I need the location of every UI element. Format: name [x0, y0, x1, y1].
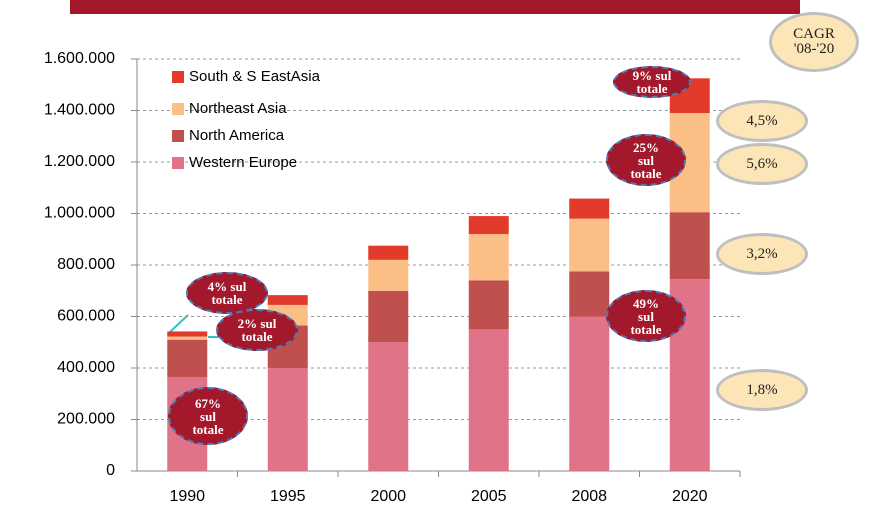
bar-segment [368, 290, 409, 343]
y-tick-label: 1.600.000 [44, 50, 115, 67]
y-tick-label: 600.000 [57, 308, 115, 325]
bar-segment [167, 336, 208, 340]
annotation-text: 3,2% [746, 245, 778, 262]
bar-segment [569, 316, 610, 471]
annotation-text: CAGR '08-'20 [793, 26, 835, 57]
x-tick-label: 2020 [672, 488, 708, 505]
annotation: 4,5% [716, 100, 808, 142]
annotation-text: 9% sul totale [632, 68, 672, 96]
y-tick-label: 1.400.000 [44, 102, 115, 119]
annotation: 3,2% [716, 233, 808, 275]
bar-segment [569, 218, 610, 272]
x-tick-label: 2005 [471, 488, 507, 505]
y-tick-label: 1.200.000 [44, 153, 115, 170]
y-tick-label: 0 [106, 462, 115, 479]
bar-segment [468, 329, 509, 471]
y-tick-label: 1.000.000 [44, 205, 115, 222]
legend-label: Northeast Asia [189, 100, 287, 117]
annotation: 67% sul totale [168, 387, 248, 445]
annotation: 5,6% [716, 143, 808, 185]
bar-segment [468, 234, 509, 281]
annotation-text: 49% sul totale [630, 295, 662, 337]
x-tick-label: 1995 [270, 488, 306, 505]
bar-segment [167, 339, 208, 378]
bar-segment [569, 198, 610, 219]
annotation-text: 4,5% [746, 112, 778, 129]
bar-segment [368, 245, 409, 260]
legend-label: South & S EastAsia [189, 68, 321, 85]
bar-segment [167, 331, 208, 337]
legend-label: North America [189, 127, 285, 144]
annotation-text: 2% sul totale [237, 316, 277, 344]
legend-swatch [172, 130, 184, 142]
legend-swatch [172, 71, 184, 83]
bar-segment [267, 295, 308, 305]
legend-swatch [172, 157, 184, 169]
connector [169, 314, 189, 333]
bar-segment [368, 259, 409, 291]
annotation-text: 25% sul totale [630, 139, 662, 181]
annotation: 49% sul totale [606, 290, 686, 342]
bar-segment [468, 280, 509, 330]
header-banner [70, 0, 800, 14]
bar-segment [368, 342, 409, 471]
y-tick-label: 200.000 [57, 411, 115, 428]
x-tick-label: 1990 [169, 488, 205, 505]
annotation: 25% sul totale [606, 134, 686, 186]
x-tick-label: 2008 [571, 488, 607, 505]
bar-segment [267, 368, 308, 471]
annotation-text: 5,6% [746, 155, 778, 172]
bar-segment [569, 271, 610, 317]
y-tick-label: 400.000 [57, 359, 115, 376]
bar-segment [468, 216, 509, 235]
annotation: 4% sul totale [186, 272, 268, 314]
annotation-text: 1,8% [746, 381, 778, 398]
bar-segment [669, 212, 710, 280]
annotation: CAGR '08-'20 [769, 12, 859, 72]
legend-label: Western Europe [189, 154, 297, 171]
annotation: 1,8% [716, 369, 808, 411]
x-tick-label: 2000 [370, 488, 406, 505]
annotation-text: 67% sul totale [192, 395, 224, 437]
annotation-text: 4% sul totale [207, 279, 247, 307]
y-tick-label: 800.000 [57, 256, 115, 273]
annotation: 9% sul totale [613, 66, 691, 98]
legend-swatch [172, 103, 184, 115]
annotation: 2% sul totale [216, 309, 298, 351]
